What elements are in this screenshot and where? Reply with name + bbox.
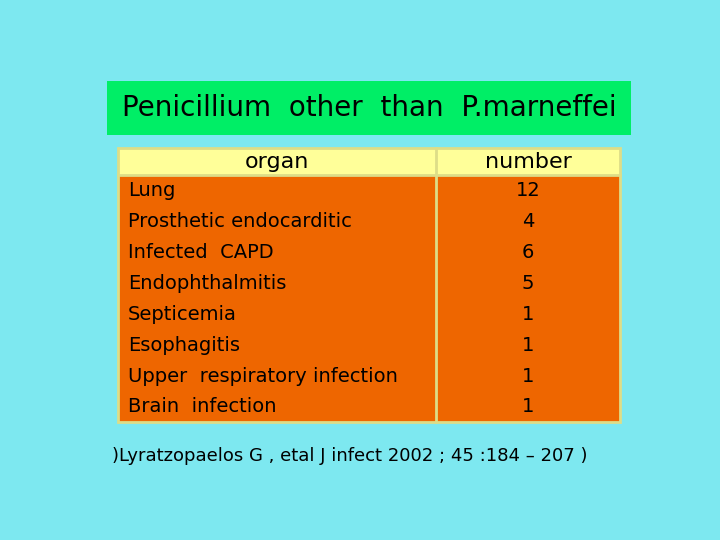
Text: 6: 6 [522, 243, 534, 262]
Text: )Lyratzopaelos G , etal J infect 2002 ; 45 :184 – 207 ): )Lyratzopaelos G , etal J infect 2002 ; … [112, 447, 588, 464]
Text: Esophagitis: Esophagitis [128, 336, 240, 355]
Text: 1: 1 [522, 397, 534, 416]
FancyBboxPatch shape [118, 148, 620, 176]
FancyBboxPatch shape [107, 82, 631, 136]
Text: number: number [485, 152, 572, 172]
Text: Infected  CAPD: Infected CAPD [128, 243, 274, 262]
FancyBboxPatch shape [118, 148, 620, 422]
Text: 1: 1 [522, 336, 534, 355]
Text: 12: 12 [516, 181, 541, 200]
Text: 1: 1 [522, 305, 534, 324]
Text: Upper  respiratory infection: Upper respiratory infection [128, 367, 398, 386]
Text: 1: 1 [522, 367, 534, 386]
Text: 4: 4 [522, 212, 534, 231]
Text: Brain  infection: Brain infection [128, 397, 276, 416]
Text: Lung: Lung [128, 181, 175, 200]
Text: Prosthetic endocarditic: Prosthetic endocarditic [128, 212, 352, 231]
Text: organ: organ [245, 152, 309, 172]
Text: Endophthalmitis: Endophthalmitis [128, 274, 287, 293]
Text: Septicemia: Septicemia [128, 305, 237, 324]
Text: 5: 5 [522, 274, 534, 293]
Text: Penicillium  other  than  P.marneffei: Penicillium other than P.marneffei [122, 94, 616, 123]
